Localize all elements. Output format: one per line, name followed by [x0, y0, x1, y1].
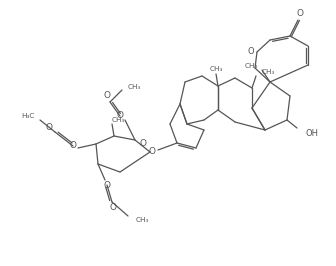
Text: O: O [103, 92, 111, 101]
Text: CH₃: CH₃ [136, 217, 150, 223]
Text: O: O [117, 111, 124, 120]
Text: O: O [296, 10, 303, 19]
Text: CH₃: CH₃ [209, 66, 223, 72]
Text: H₃C: H₃C [21, 113, 35, 119]
Text: O: O [103, 181, 111, 189]
Text: O: O [139, 139, 146, 148]
Text: O: O [110, 203, 117, 213]
Text: O: O [247, 48, 254, 56]
Text: O: O [45, 123, 52, 131]
Text: O: O [149, 147, 156, 156]
Text: O: O [70, 142, 77, 151]
Text: CH₃: CH₃ [128, 84, 141, 90]
Text: CH₃: CH₃ [111, 117, 125, 123]
Text: CH₃: CH₃ [262, 69, 276, 75]
Text: CH₃: CH₃ [245, 63, 258, 69]
Text: OH: OH [305, 128, 318, 138]
